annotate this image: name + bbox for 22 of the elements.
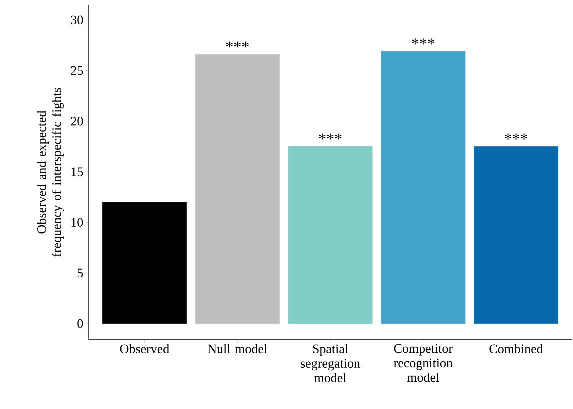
x-tick-label: Null model — [208, 344, 268, 354]
y-tick-label: 25 — [71, 66, 84, 76]
annotation: *** — [412, 38, 435, 45]
y-axis-title: Observed and expected frequency of interspecific fights — [37, 88, 64, 257]
bar — [474, 146, 559, 324]
bar — [381, 51, 466, 324]
x-tick-label: Observed — [120, 344, 170, 354]
y-tick-label: 10 — [72, 218, 84, 227]
bar — [195, 54, 280, 324]
y-tick-label: 0 — [78, 319, 84, 328]
x-tick-label: Competitor recognition model — [394, 344, 453, 382]
bar — [288, 146, 373, 324]
y-tick-label: 30 — [71, 16, 84, 25]
y-tick-label: 20 — [71, 117, 84, 126]
bar — [102, 202, 188, 324]
x-tick-label: Spatial segregation model — [301, 344, 360, 382]
annotation: *** — [319, 134, 342, 140]
x-tick-label: Combined — [490, 344, 544, 354]
y-tick-label: 15 — [72, 168, 84, 176]
y-tick-label: 5 — [78, 268, 84, 278]
annotation: *** — [226, 42, 249, 48]
annotation: *** — [505, 134, 528, 140]
